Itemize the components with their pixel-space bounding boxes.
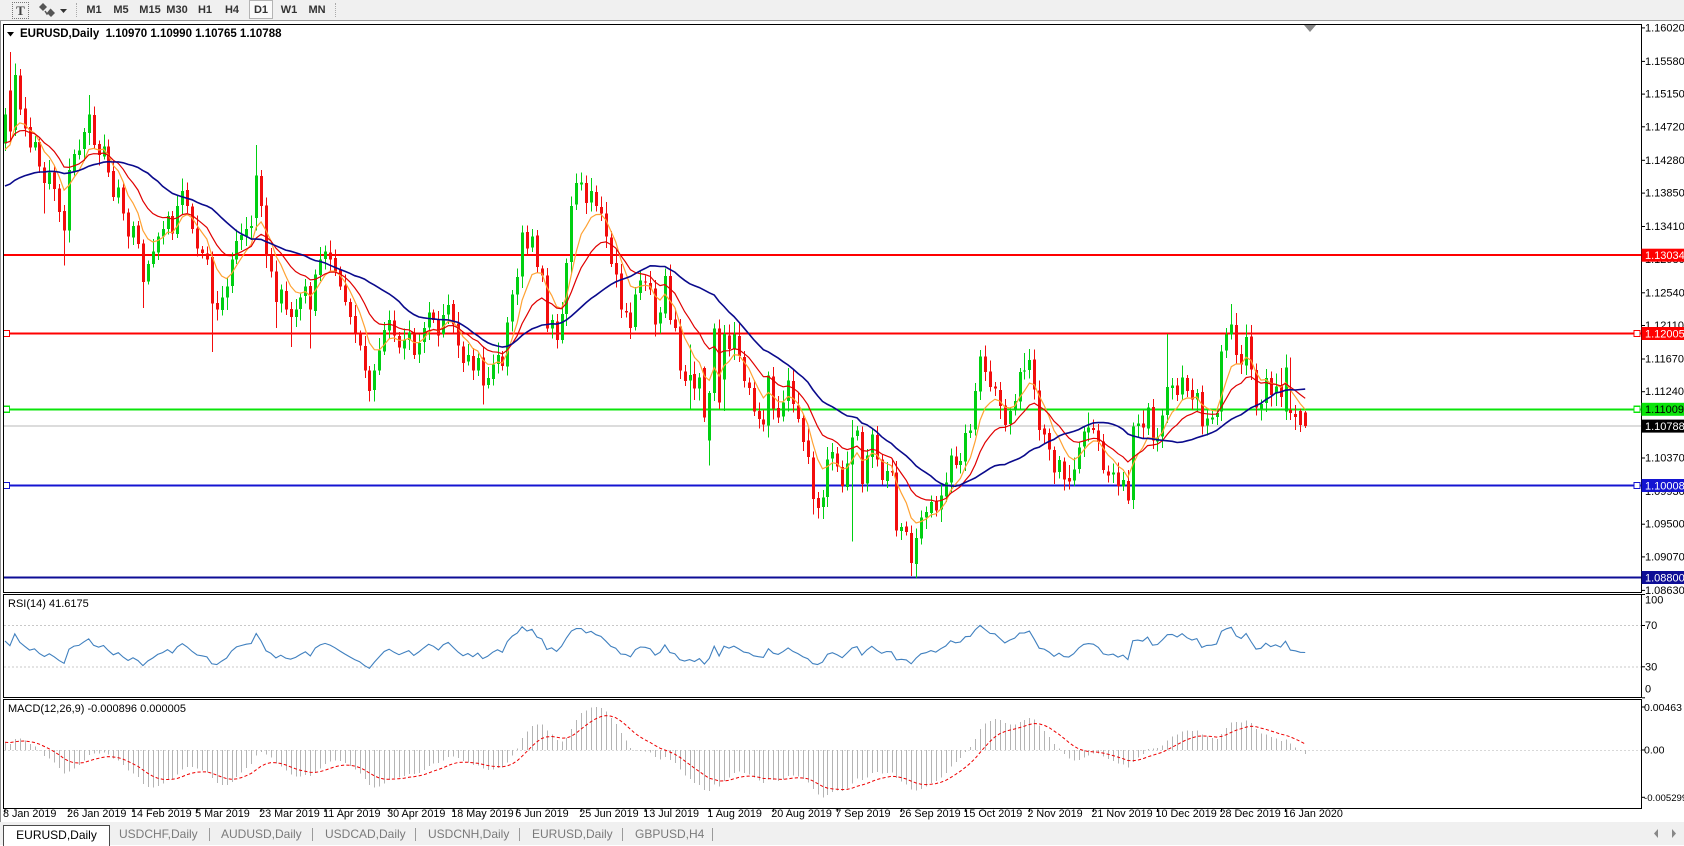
svg-text:18 May 2019: 18 May 2019: [451, 808, 513, 820]
svg-text:EURUSD,Daily 1.10970 1.10990: EURUSD,Daily 1.10970 1.10990 1.10765 1.1…: [20, 28, 282, 40]
svg-text:25 Jun 2019: 25 Jun 2019: [579, 808, 638, 820]
svg-text:MACD(12,26,9) -0.000896 0.0000: MACD(12,26,9) -0.000896 0.000005: [8, 703, 186, 715]
svg-text:28 Dec 2019: 28 Dec 2019: [1220, 808, 1281, 820]
svg-text:23 Mar 2019: 23 Mar 2019: [259, 808, 320, 820]
svg-text:6 Jun 2019: 6 Jun 2019: [515, 808, 568, 820]
svg-text:1.09070: 1.09070: [1645, 551, 1684, 563]
svg-text:1.09500: 1.09500: [1645, 519, 1684, 531]
svg-text:1.11240: 1.11240: [1645, 386, 1684, 398]
svg-text:1.12540: 1.12540: [1645, 287, 1684, 299]
svg-text:20 Aug 2019: 20 Aug 2019: [771, 808, 832, 820]
svg-text:1.12005: 1.12005: [1645, 328, 1684, 340]
svg-text:26 Jan 2019: 26 Jan 2019: [67, 808, 126, 820]
svg-text:1.13850: 1.13850: [1645, 188, 1684, 200]
svg-text:14 Feb 2019: 14 Feb 2019: [131, 808, 192, 820]
svg-text:1.13410: 1.13410: [1645, 221, 1684, 233]
svg-text:1.11670: 1.11670: [1645, 354, 1684, 366]
svg-text:10 Dec 2019: 10 Dec 2019: [1156, 808, 1217, 820]
svg-text:15 Oct 2019: 15 Oct 2019: [963, 808, 1022, 820]
svg-text:5 Mar 2019: 5 Mar 2019: [195, 808, 250, 820]
svg-text:26 Sep 2019: 26 Sep 2019: [899, 808, 960, 820]
svg-text:0: 0: [1645, 683, 1651, 695]
svg-text:RSI(14) 41.6175: RSI(14) 41.6175: [8, 598, 89, 610]
svg-text:7 Sep 2019: 7 Sep 2019: [835, 808, 890, 820]
svg-text:1.14720: 1.14720: [1645, 121, 1684, 133]
svg-text:1.10008: 1.10008: [1645, 480, 1684, 492]
svg-text:1.15580: 1.15580: [1645, 56, 1684, 68]
svg-text:30: 30: [1645, 661, 1657, 673]
svg-text:13 Jul 2019: 13 Jul 2019: [643, 808, 699, 820]
svg-text:21 Nov 2019: 21 Nov 2019: [1091, 808, 1152, 820]
svg-text:8 Jan 2019: 8 Jan 2019: [3, 808, 56, 820]
svg-text:70: 70: [1645, 620, 1657, 632]
svg-text:1.15150: 1.15150: [1645, 89, 1684, 101]
svg-text:1.16020: 1.16020: [1645, 22, 1684, 34]
svg-text:1.08800: 1.08800: [1645, 572, 1684, 584]
svg-text:1.13034: 1.13034: [1645, 250, 1684, 262]
svg-text:1.10370: 1.10370: [1645, 453, 1684, 465]
svg-text:1.10788: 1.10788: [1645, 421, 1684, 433]
svg-text:1.14280: 1.14280: [1645, 155, 1684, 167]
svg-text:0.00463: 0.00463: [1644, 702, 1682, 714]
svg-text:100: 100: [1645, 595, 1663, 607]
svg-text:1.11009: 1.11009: [1645, 404, 1684, 416]
svg-text:1 Aug 2019: 1 Aug 2019: [707, 808, 762, 820]
svg-text:11 Apr 2019: 11 Apr 2019: [323, 808, 380, 820]
svg-text:30 Apr 2019: 30 Apr 2019: [387, 808, 445, 820]
svg-text:0.00: 0.00: [1644, 745, 1665, 757]
svg-text:16 Jan 2020: 16 Jan 2020: [1284, 808, 1343, 820]
svg-text:2 Nov 2019: 2 Nov 2019: [1027, 808, 1082, 820]
svg-text:-0.005299: -0.005299: [1644, 793, 1684, 804]
